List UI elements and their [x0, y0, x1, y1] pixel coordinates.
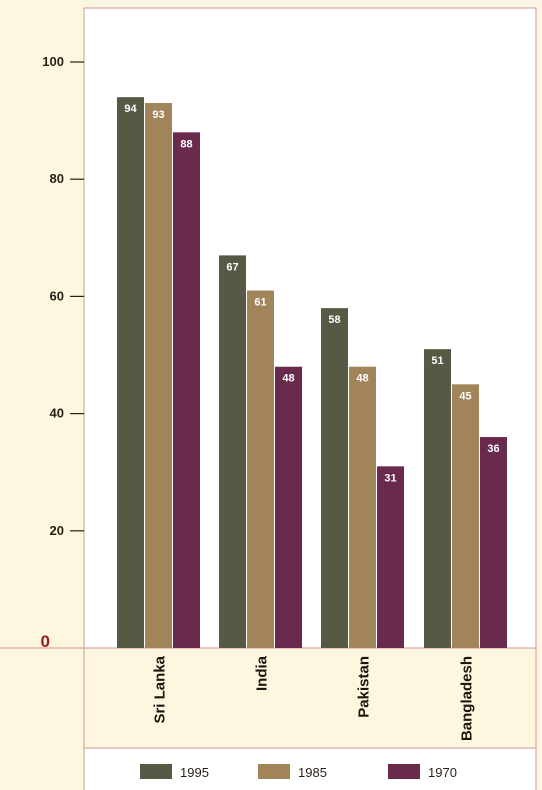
legend-label: 1995	[180, 765, 209, 780]
category-label-panel	[84, 648, 536, 748]
y-tick-label: 20	[50, 523, 64, 538]
bar-value-label: 36	[487, 443, 499, 455]
y-tick-label: 100	[42, 54, 64, 69]
bar	[377, 466, 404, 648]
bar-value-label: 88	[180, 138, 192, 150]
bar-value-label: 61	[254, 297, 266, 309]
bar-value-label: 67	[226, 261, 238, 273]
legend-label: 1985	[298, 765, 327, 780]
bar	[321, 308, 348, 648]
legend-swatch	[388, 764, 420, 779]
bar-value-label: 94	[124, 103, 137, 115]
y-axis-panel	[0, 0, 84, 790]
legend-swatch	[140, 764, 172, 779]
bar-series-group: 94 93 88 67 61 48 58 48 31 51 45 36	[117, 97, 507, 648]
bar-value-label: 58	[328, 314, 340, 326]
bar	[452, 384, 479, 648]
bar	[480, 437, 507, 648]
bar	[145, 103, 172, 648]
legend-swatch	[258, 764, 290, 779]
y-tick-label: 80	[50, 171, 64, 186]
bar-value-label: 31	[384, 472, 396, 484]
bar	[173, 132, 200, 648]
bar-value-label: 93	[152, 109, 164, 121]
category-label: Bangladesh	[459, 656, 476, 741]
bar	[117, 97, 144, 648]
category-label: Pakistan	[356, 656, 373, 718]
category-label: India	[254, 655, 271, 691]
bar	[275, 366, 302, 648]
bar	[424, 349, 451, 648]
bar-value-label: 51	[431, 355, 443, 367]
category-labels: Sri Lanka India Pakistan Bangladesh	[152, 655, 476, 741]
bar	[219, 255, 246, 648]
bar-value-label: 48	[282, 373, 294, 385]
bar	[349, 366, 376, 648]
y-tick-label: 40	[50, 406, 64, 421]
bar	[247, 290, 274, 648]
bar-value-label: 48	[356, 373, 368, 385]
bar-value-label: 45	[459, 390, 471, 402]
category-label: Sri Lanka	[152, 655, 169, 723]
y-tick-label: 0	[41, 632, 50, 651]
y-axis-ticks: 0 20 40 60 80 100	[41, 54, 84, 651]
legend-label: 1970	[428, 765, 457, 780]
y-tick-label: 60	[50, 288, 64, 303]
legend: 1995 1985 1970	[140, 764, 457, 780]
